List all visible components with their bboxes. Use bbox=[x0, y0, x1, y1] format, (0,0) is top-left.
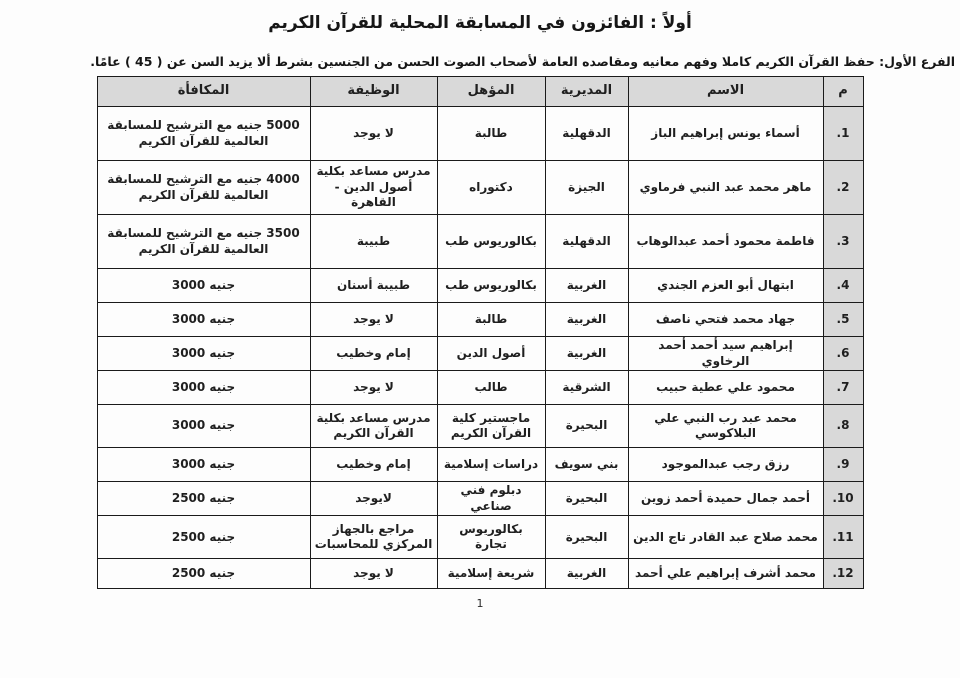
table-header-row: م الاسم المديرية المؤهل الوظيفة المكافأة bbox=[96, 76, 864, 107]
table-row: 5. جهاد محمد فتحي ناصف الغربية طالبة لا … bbox=[96, 302, 864, 337]
table-row: 7. محمود علي عطية حبيب الشرقية طالب لا ي… bbox=[96, 370, 864, 406]
table-row: 9. رزق رجب عبدالموجود بني سويف دراسات إس… bbox=[96, 447, 864, 483]
cell-directorate: بني سويف bbox=[544, 447, 629, 483]
cell-job: لا يوجد bbox=[309, 302, 438, 337]
cell-num: 7. bbox=[822, 370, 864, 406]
cell-num: 5. bbox=[822, 302, 864, 337]
cell-directorate: الغربية bbox=[544, 302, 629, 337]
header-qualification: المؤهل bbox=[436, 76, 546, 107]
table-row: 2. ماهر محمد عبد النبي فرماوي الجيزة دكت… bbox=[96, 160, 864, 215]
cell-reward: 2500 جنيه bbox=[96, 515, 311, 560]
header-job: الوظيفة bbox=[309, 76, 438, 107]
cell-qualification: طالبة bbox=[436, 302, 546, 337]
cell-num: 8. bbox=[822, 404, 864, 449]
header-reward: المكافأة bbox=[96, 76, 311, 107]
cell-num: 2. bbox=[822, 160, 864, 215]
cell-num: 6. bbox=[822, 335, 864, 372]
table-row: 11. محمد صلاح عبد القادر تاج الدين البحي… bbox=[96, 515, 864, 560]
table-row: 6. إبراهيم سيد أحمد أحمد الرخاوي الغربية… bbox=[96, 335, 864, 372]
winners-table: م الاسم المديرية المؤهل الوظيفة المكافأة… bbox=[96, 76, 864, 590]
branch-description: الفرع الأول: حفظ القرآن الكريم كاملا وفه… bbox=[0, 54, 960, 69]
cell-name: ابتهال أبو العزم الجندي bbox=[627, 268, 824, 303]
cell-num: 3. bbox=[822, 214, 864, 269]
cell-qualification: دراسات إسلامية bbox=[436, 447, 546, 483]
cell-reward: 4000 جنيه مع الترشيح للمسابقة العالمية ل… bbox=[96, 160, 311, 215]
cell-directorate: البحيرة bbox=[544, 515, 629, 560]
table-row: 4. ابتهال أبو العزم الجندي الغربية بكالو… bbox=[96, 268, 864, 303]
cell-num: 11. bbox=[822, 515, 864, 560]
cell-num: 10. bbox=[822, 481, 864, 517]
cell-directorate: الجيزة bbox=[544, 160, 629, 215]
cell-job: إمام وخطيب bbox=[309, 447, 438, 483]
cell-qualification: بكالوريوس طب bbox=[436, 268, 546, 303]
cell-num: 1. bbox=[822, 106, 864, 161]
cell-num: 9. bbox=[822, 447, 864, 483]
cell-job: مدرس مساعد بكلية أصول الدين - القاهرة bbox=[309, 160, 438, 215]
table-row: 10. أحمد جمال حميدة أحمد زوين البحيرة دب… bbox=[96, 481, 864, 517]
header-num: م bbox=[822, 76, 864, 107]
cell-num: 12. bbox=[822, 558, 864, 590]
cell-reward: 2500 جنيه bbox=[96, 481, 311, 517]
branch-label: الفرع الأول: bbox=[879, 54, 955, 69]
cell-qualification: بكالوريوس تجارة bbox=[436, 515, 546, 560]
cell-directorate: الدقهلية bbox=[544, 214, 629, 269]
cell-name: إبراهيم سيد أحمد أحمد الرخاوي bbox=[627, 335, 824, 372]
table-row: 8. محمد عبد رب النبي علي البلاكوسي البحي… bbox=[96, 404, 864, 449]
cell-job: طبيبة أسنان bbox=[309, 268, 438, 303]
cell-reward: 3000 جنيه bbox=[96, 447, 311, 483]
cell-reward: 3000 جنيه bbox=[96, 404, 311, 449]
cell-job: طبيبة bbox=[309, 214, 438, 269]
cell-directorate: الشرقية bbox=[544, 370, 629, 406]
cell-job: مدرس مساعد بكلية القرآن الكريم bbox=[309, 404, 438, 449]
cell-reward: 3000 جنيه bbox=[96, 370, 311, 406]
table-row: 1. أسماء يونس إبراهيم الباز الدقهلية طال… bbox=[96, 106, 864, 161]
cell-job: إمام وخطيب bbox=[309, 335, 438, 372]
header-name: الاسم bbox=[627, 76, 824, 107]
cell-qualification: طالب bbox=[436, 370, 546, 406]
cell-reward: 5000 جنيه مع الترشيح للمسابقة العالمية ل… bbox=[96, 106, 311, 161]
cell-job: لا يوجد bbox=[309, 106, 438, 161]
cell-name: محمود علي عطية حبيب bbox=[627, 370, 824, 406]
cell-name: أسماء يونس إبراهيم الباز bbox=[627, 106, 824, 161]
cell-directorate: الغربية bbox=[544, 558, 629, 590]
table-row: 3. فاطمة محمود أحمد عبدالوهاب الدقهلية ب… bbox=[96, 214, 864, 269]
cell-job: لا يوجد bbox=[309, 558, 438, 590]
branch-text: حفظ القرآن الكريم كاملا وفهم معانيه ومقا… bbox=[90, 54, 880, 69]
cell-qualification: طالبة bbox=[436, 106, 546, 161]
cell-directorate: الغربية bbox=[544, 335, 629, 372]
cell-name: محمد أشرف إبراهيم علي أحمد bbox=[627, 558, 824, 590]
cell-name: أحمد جمال حميدة أحمد زوين bbox=[627, 481, 824, 517]
cell-job: مراجع بالجهاز المركزي للمحاسبات bbox=[309, 515, 438, 560]
cell-qualification: شريعة إسلامية bbox=[436, 558, 546, 590]
cell-reward: 3000 جنيه bbox=[96, 302, 311, 337]
cell-name: محمد عبد رب النبي علي البلاكوسي bbox=[627, 404, 824, 449]
cell-reward: 3000 جنيه bbox=[96, 335, 311, 372]
cell-name: فاطمة محمود أحمد عبدالوهاب bbox=[627, 214, 824, 269]
cell-name: رزق رجب عبدالموجود bbox=[627, 447, 824, 483]
cell-reward: 3000 جنيه bbox=[96, 268, 311, 303]
cell-name: ماهر محمد عبد النبي فرماوي bbox=[627, 160, 824, 215]
cell-qualification: ماجستير كلية القرآن الكريم bbox=[436, 404, 546, 449]
page-number: 1 bbox=[476, 597, 484, 611]
cell-name: جهاد محمد فتحي ناصف bbox=[627, 302, 824, 337]
cell-name: محمد صلاح عبد القادر تاج الدين bbox=[627, 515, 824, 560]
page-title: أولاً : الفائزون في المسابقة المحلية للق… bbox=[268, 13, 692, 33]
cell-qualification: بكالوريوس طب bbox=[436, 214, 546, 269]
cell-qualification: دبلوم فني صناعي bbox=[436, 481, 546, 517]
cell-reward: 2500 جنيه bbox=[96, 558, 311, 590]
table-row: 12. محمد أشرف إبراهيم علي أحمد الغربية ش… bbox=[96, 558, 864, 590]
cell-directorate: الغربية bbox=[544, 268, 629, 303]
cell-qualification: دكتوراه bbox=[436, 160, 546, 215]
cell-reward: 3500 جنيه مع الترشيح للمسابقة العالمية ل… bbox=[96, 214, 311, 269]
cell-qualification: أصول الدين bbox=[436, 335, 546, 372]
cell-num: 4. bbox=[822, 268, 864, 303]
cell-job: لايوجد bbox=[309, 481, 438, 517]
header-directorate: المديرية bbox=[544, 76, 629, 107]
cell-directorate: البحيرة bbox=[544, 404, 629, 449]
cell-job: لا يوجد bbox=[309, 370, 438, 406]
cell-directorate: البحيرة bbox=[544, 481, 629, 517]
cell-directorate: الدقهلية bbox=[544, 106, 629, 161]
